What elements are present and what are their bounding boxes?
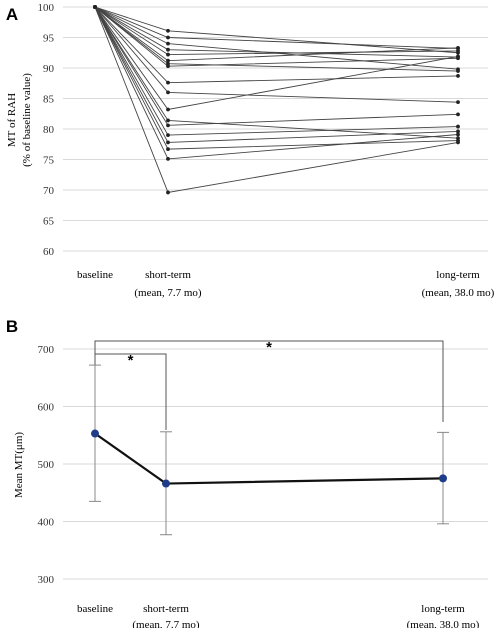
significance-star: * <box>128 352 134 369</box>
y-tick-label: 600 <box>38 402 55 414</box>
data-point <box>166 58 170 63</box>
series-line <box>94 432 444 485</box>
data-point <box>166 123 170 128</box>
data-point <box>166 64 170 69</box>
y-tick-label: 60 <box>43 246 55 258</box>
data-point <box>166 41 170 46</box>
data-point <box>456 74 460 78</box>
significance-star: * <box>266 339 272 356</box>
x-category-label: long-term <box>436 269 480 281</box>
series-4 <box>93 5 460 59</box>
chart-panel-b: B 700 600 500 400 300 Mean MT(μm) baseline short… <box>6 317 488 628</box>
series-11 <box>93 5 460 112</box>
data-point <box>166 133 170 138</box>
x-category-label: baseline <box>77 269 113 281</box>
data-point <box>456 140 460 145</box>
x-category-label: short-term <box>143 603 189 615</box>
y-tick-label: 80 <box>43 124 55 136</box>
x-category-sublabel: (mean, 7.7 mo) <box>134 287 202 299</box>
y-axis-label-2: (% of baseline value) <box>21 73 33 167</box>
data-point <box>166 35 170 40</box>
y-tick-label: 95 <box>43 33 55 45</box>
series-18 <box>93 5 460 195</box>
data-point <box>166 140 170 145</box>
series-line <box>94 6 459 67</box>
series-2 <box>93 5 460 51</box>
data-point <box>456 69 460 73</box>
bracket-line <box>94 340 444 422</box>
bracket-line <box>94 353 167 430</box>
y-tick-label: 65 <box>43 216 55 228</box>
data-point <box>166 52 170 57</box>
series-1 <box>89 364 449 536</box>
series-12 <box>93 5 460 141</box>
series-line <box>94 6 459 143</box>
significance-bracket: * <box>94 352 167 430</box>
series-8 <box>93 5 460 69</box>
data-point <box>166 190 170 195</box>
data-point <box>439 474 447 483</box>
data-point <box>166 147 170 152</box>
data-point <box>456 124 460 129</box>
x-category-label: short-term <box>145 269 191 281</box>
x-category-sublabel: (mean, 38.0 mo) <box>407 619 480 628</box>
y-tick-label: 400 <box>38 517 55 529</box>
y-tick-label: 70 <box>43 185 55 197</box>
data-point <box>456 45 460 50</box>
y-tick-label: 85 <box>43 94 55 106</box>
data-point <box>456 54 460 59</box>
chart-panel-a: A 100 95 90 85 80 75 70 65 60 MT of RAH (% of basel… <box>6 2 495 299</box>
panel-label: A <box>6 5 18 24</box>
data-point <box>166 107 170 112</box>
series-1 <box>93 5 460 55</box>
data-point <box>166 47 170 52</box>
data-point <box>166 118 170 123</box>
data-point <box>456 100 460 105</box>
data-point <box>456 129 460 134</box>
data-point <box>91 429 99 438</box>
data-point <box>166 90 170 95</box>
series-17 <box>93 5 460 161</box>
y-tick-label: 75 <box>43 155 55 167</box>
series-line <box>94 6 459 139</box>
series-line <box>94 6 459 110</box>
data-point <box>166 156 170 161</box>
data-point <box>93 5 97 9</box>
x-category-label: long-term <box>421 603 465 615</box>
data-point <box>166 28 170 33</box>
y-axis-label: MT of RAH <box>6 93 18 147</box>
data-point <box>456 49 460 53</box>
y-tick-label: 700 <box>38 344 55 356</box>
data-point <box>456 132 460 137</box>
y-tick-label: 500 <box>38 459 55 471</box>
y-tick-label: 300 <box>38 574 55 586</box>
y-tick-label: 100 <box>38 2 55 14</box>
y-axis-label: Mean MT(μm) <box>13 432 25 498</box>
series-9 <box>93 5 460 85</box>
series-line <box>94 6 459 103</box>
series-line <box>94 6 459 193</box>
x-category-sublabel: (mean, 38.0 mo) <box>422 287 495 299</box>
data-point <box>456 112 460 117</box>
x-category-label: baseline <box>77 603 113 615</box>
y-tick-label: 90 <box>43 63 55 75</box>
data-point <box>166 80 170 85</box>
data-point <box>162 479 170 488</box>
panel-label: B <box>6 317 18 336</box>
series-15 <box>93 5 460 145</box>
significance-bracket: * <box>94 339 444 422</box>
x-category-sublabel: (mean, 7.7 mo) <box>132 619 200 628</box>
